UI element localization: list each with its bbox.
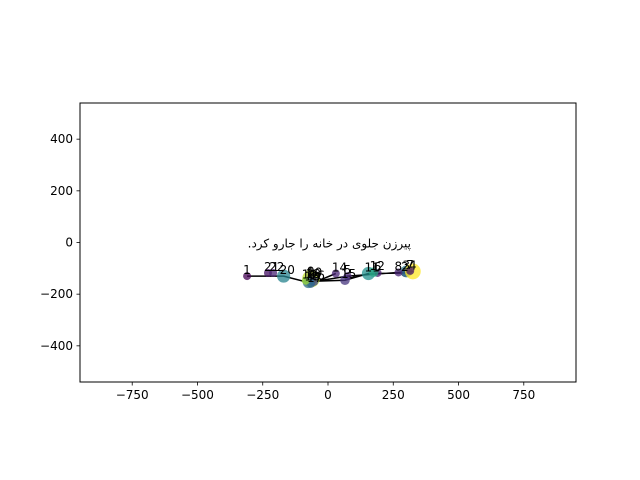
scatter-point-8 bbox=[394, 268, 403, 277]
point-label-12: 12 bbox=[370, 259, 385, 273]
y-tick-label-4: 400 bbox=[50, 132, 73, 146]
point-label-9: 9 bbox=[307, 265, 315, 279]
axes: −750 −500 −250 0 250 500 750 −400 −200 0 200 400 bbox=[40, 102, 577, 402]
scatter-point-14 bbox=[331, 269, 340, 278]
point-label-8: 8 bbox=[394, 259, 402, 273]
point-label-6: 6 bbox=[374, 260, 382, 274]
point-label-7: 7 bbox=[406, 258, 414, 272]
scatter-point-20 bbox=[277, 269, 291, 283]
scatter-point-22 bbox=[269, 268, 278, 277]
point-label-3: 3 bbox=[402, 258, 410, 272]
point-label-22: 22 bbox=[269, 260, 284, 274]
x-tick-label-1: −500 bbox=[181, 388, 214, 402]
point-label-16: 16 bbox=[310, 268, 325, 282]
point-label-5: 5 bbox=[344, 263, 352, 277]
x-tick-label-2: −250 bbox=[246, 388, 279, 402]
point-label-14: 14 bbox=[332, 261, 347, 275]
scatter-point-15 bbox=[340, 275, 350, 286]
x-tick-label-5: 500 bbox=[447, 388, 470, 402]
point-label-17: 17 bbox=[307, 271, 322, 285]
point-label-1: 1 bbox=[243, 263, 251, 277]
point-label-20: 20 bbox=[280, 263, 295, 277]
scatter-point-7 bbox=[406, 266, 415, 275]
y-tick-label-0: −400 bbox=[40, 339, 73, 353]
point-label-19: 19 bbox=[302, 268, 317, 282]
annotation-text: پیرزن جلوی در خانه را جارو کرد. bbox=[248, 237, 411, 252]
point-label-21: 21 bbox=[264, 260, 279, 274]
scatter-point-19 bbox=[301, 276, 310, 285]
scatter-point-1 bbox=[243, 272, 252, 281]
y-tick-label-3: 200 bbox=[50, 184, 73, 198]
point-label-10: 10 bbox=[307, 266, 322, 280]
point-label-4: 4 bbox=[409, 258, 417, 272]
scatter-point-12 bbox=[368, 267, 379, 278]
point-label-2: 2 bbox=[401, 260, 409, 274]
x-tick-label-4: 250 bbox=[382, 388, 405, 402]
point-label-13: 13 bbox=[306, 267, 321, 281]
point-label-11: 11 bbox=[364, 261, 379, 275]
point-label-15: 15 bbox=[341, 267, 356, 281]
y-tick-label-2: 0 bbox=[65, 236, 73, 250]
x-tick-label-0: −750 bbox=[116, 388, 149, 402]
point-label-18: 18 bbox=[304, 270, 319, 284]
x-tick-label-3: 0 bbox=[324, 388, 332, 402]
x-tick-label-6: 750 bbox=[512, 388, 535, 402]
y-tick-label-1: −200 bbox=[40, 287, 73, 301]
